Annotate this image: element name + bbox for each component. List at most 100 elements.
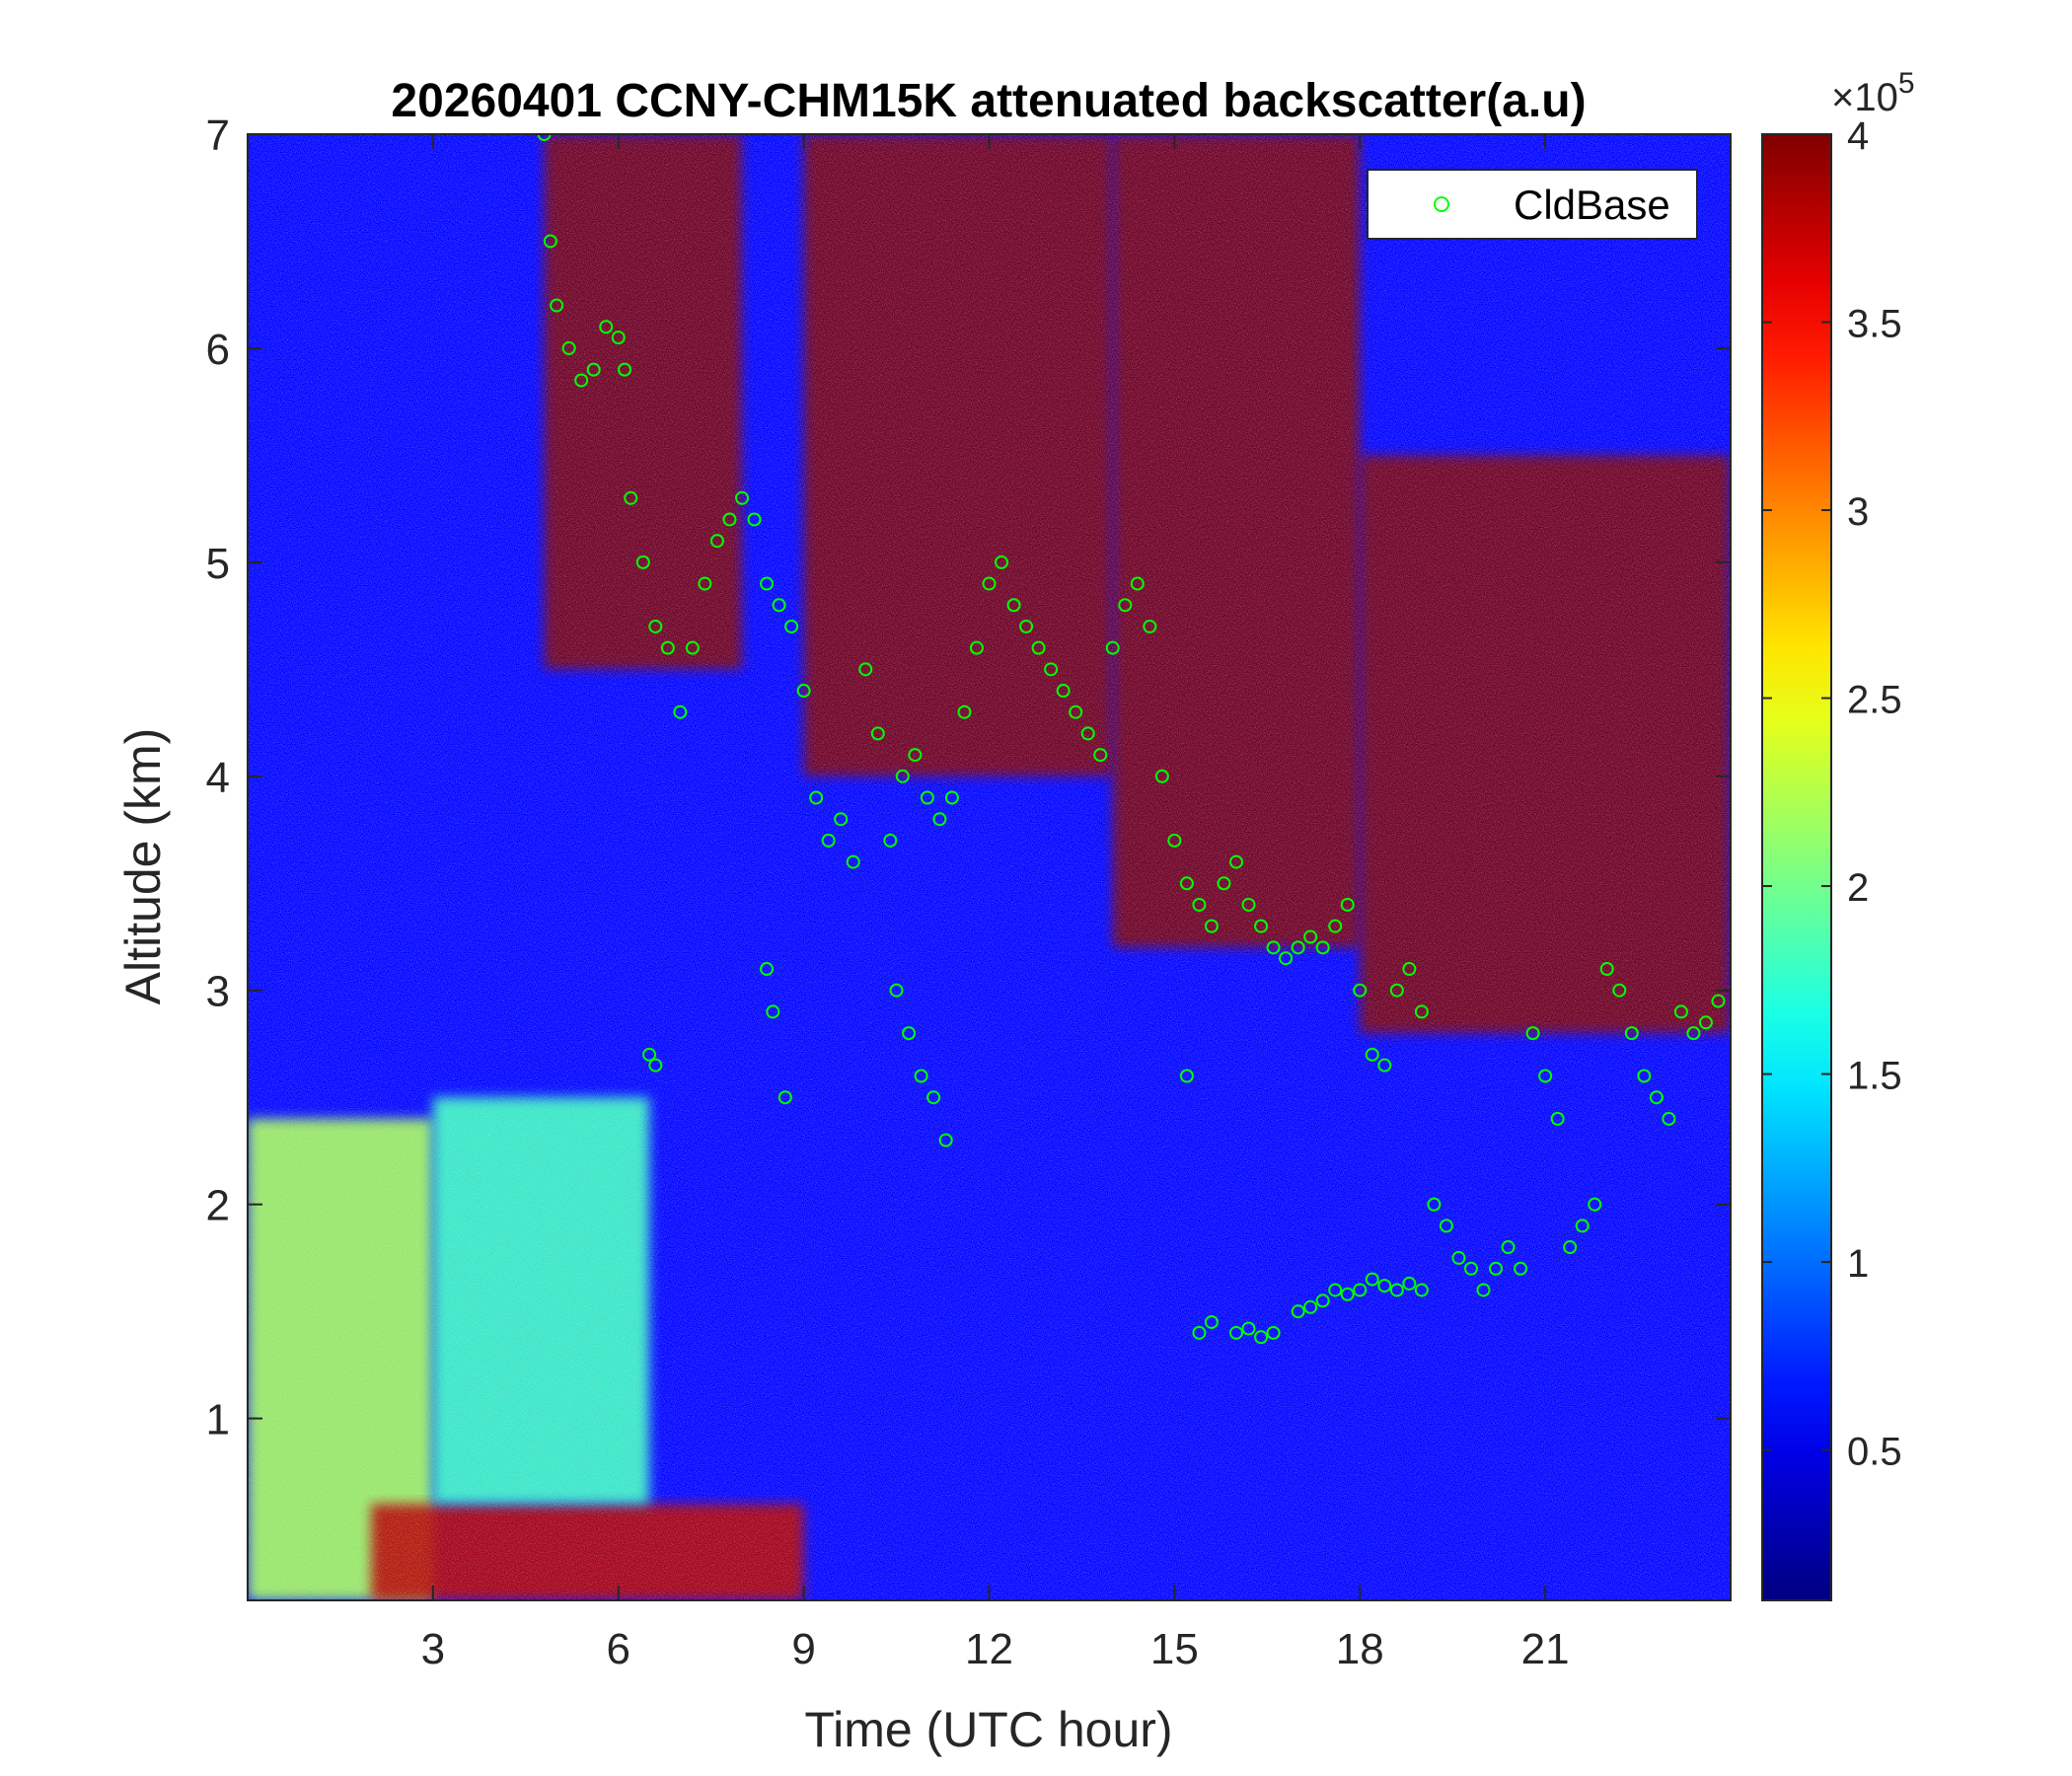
cldbase-point xyxy=(1315,940,1330,955)
cldbase-point xyxy=(1056,684,1071,699)
cldbase-point xyxy=(624,490,638,505)
cldbase-point xyxy=(635,555,650,569)
speckle-noise xyxy=(248,134,1731,1600)
colorbar-ticks: 0.5 1 1.5 2 2.5 3 3.5 4 xyxy=(1762,114,1902,1474)
cldbase-point xyxy=(1612,983,1627,998)
cldbase-point xyxy=(1402,962,1417,977)
colorbar-multiplier: ×105 xyxy=(1831,67,1915,119)
cldbase-point xyxy=(1204,919,1219,933)
cldbase-point xyxy=(995,555,1009,569)
cldbase-point xyxy=(1514,1261,1528,1276)
cldbase-point xyxy=(1414,1283,1429,1297)
cldbase-point xyxy=(1662,1111,1676,1126)
cldbase-point xyxy=(685,640,700,655)
cldbase-point xyxy=(709,534,724,549)
cldbase-point xyxy=(1006,598,1021,613)
cldbase-point xyxy=(834,812,849,827)
cldbase-point xyxy=(777,1090,792,1105)
cldbase-point xyxy=(1130,576,1145,591)
y-tick-label: 2 xyxy=(206,1182,230,1230)
cldbase-point xyxy=(747,512,762,527)
cldbase-point xyxy=(1538,1069,1553,1083)
cldbase-point xyxy=(1204,1314,1219,1329)
legend: CldBase xyxy=(1367,169,1698,240)
colorbar-tick-label: 3.5 xyxy=(1847,303,1902,346)
cldbase-point xyxy=(1427,1197,1442,1212)
y-tick-label: 1 xyxy=(206,1396,230,1444)
cldbase-point xyxy=(1279,951,1294,966)
cldbase-point xyxy=(1575,1219,1590,1233)
cldbase-point xyxy=(846,854,860,869)
cldbase-point xyxy=(1340,897,1355,912)
cldbase-point xyxy=(932,812,947,827)
cldbase-point xyxy=(1489,1261,1504,1276)
cldbase-point xyxy=(1143,619,1157,633)
cldbase-point xyxy=(796,684,811,699)
y-tick-label: 3 xyxy=(206,968,230,1016)
cldbase-point xyxy=(1649,1090,1664,1105)
cldbase-point xyxy=(1291,940,1305,955)
cldbase-point xyxy=(648,1058,663,1073)
cldbase-point xyxy=(1179,876,1194,891)
colorbar-gradient xyxy=(1762,134,1831,1600)
cldbase-point xyxy=(1402,1276,1417,1291)
cldbase-point xyxy=(660,640,675,655)
cldbase-point xyxy=(908,748,923,763)
cldbase-point xyxy=(1550,1111,1565,1126)
x-tick-label: 9 xyxy=(791,1625,815,1673)
cldbase-point xyxy=(1192,1325,1207,1340)
y-tick-label: 7 xyxy=(206,111,230,160)
cldbase-point xyxy=(1266,1325,1281,1340)
cldbase-point xyxy=(673,704,688,719)
colorbar-tick-label: 3 xyxy=(1847,490,1869,534)
cldbase-point xyxy=(698,576,712,591)
cldbase-point xyxy=(735,490,749,505)
cldbase-point xyxy=(1031,640,1046,655)
x-tick-label: 15 xyxy=(1150,1625,1199,1673)
cldbase-point xyxy=(1637,1069,1652,1083)
x-tick-label: 21 xyxy=(1521,1625,1570,1673)
cldbase-point xyxy=(1179,1069,1194,1083)
x-axis: 3 6 9 12 15 18 21 xyxy=(421,134,1570,1673)
cldbase-point xyxy=(821,833,836,848)
colorbar-tick-label: 1.5 xyxy=(1847,1055,1902,1098)
cldbase-point xyxy=(944,790,959,805)
cldbase-point xyxy=(1599,962,1614,977)
cldbase-point xyxy=(642,1047,657,1062)
cldbase-point xyxy=(1105,640,1120,655)
cldbase-point xyxy=(1254,919,1269,933)
x-tick-label: 3 xyxy=(421,1625,445,1673)
y-tick-label: 6 xyxy=(206,326,230,374)
x-tick-label: 12 xyxy=(965,1625,1013,1673)
cldbase-point xyxy=(1328,1283,1343,1297)
cldbase-point xyxy=(920,790,934,805)
chart-title: 20260401 CCNY-CHM15K attenuated backscat… xyxy=(391,75,1586,127)
cldbase-point xyxy=(561,340,576,355)
cldbase-point xyxy=(574,373,589,388)
cldbase-point xyxy=(1328,919,1343,933)
legend-marker xyxy=(1434,196,1449,212)
cldbase-point xyxy=(1241,897,1256,912)
cldbase-point xyxy=(537,134,552,141)
cldbase-point xyxy=(1389,983,1404,998)
colorbar-multiplier-base: ×10 xyxy=(1831,76,1898,119)
cldbase-point xyxy=(1303,929,1318,944)
y-axis: 1 2 3 4 5 6 7 xyxy=(206,111,1731,1444)
cldbase-point xyxy=(586,362,601,377)
cldbase-point xyxy=(1377,1058,1392,1073)
legend-box xyxy=(1367,169,1698,240)
colorbar-tick-label: 2 xyxy=(1847,866,1869,910)
x-tick-label: 18 xyxy=(1336,1625,1384,1673)
cldbase-point xyxy=(1291,1304,1305,1319)
cldbase-markers xyxy=(537,134,1726,1345)
cldbase-point xyxy=(1167,833,1182,848)
cldbase-point xyxy=(1192,897,1207,912)
cldbase-point xyxy=(543,234,557,249)
y-tick-label: 4 xyxy=(206,754,230,802)
cldbase-point xyxy=(1229,1325,1243,1340)
cldbase-point xyxy=(760,962,775,977)
cldbase-point xyxy=(870,726,885,741)
cldbase-point xyxy=(1093,748,1108,763)
y-tick-label: 5 xyxy=(206,540,230,588)
